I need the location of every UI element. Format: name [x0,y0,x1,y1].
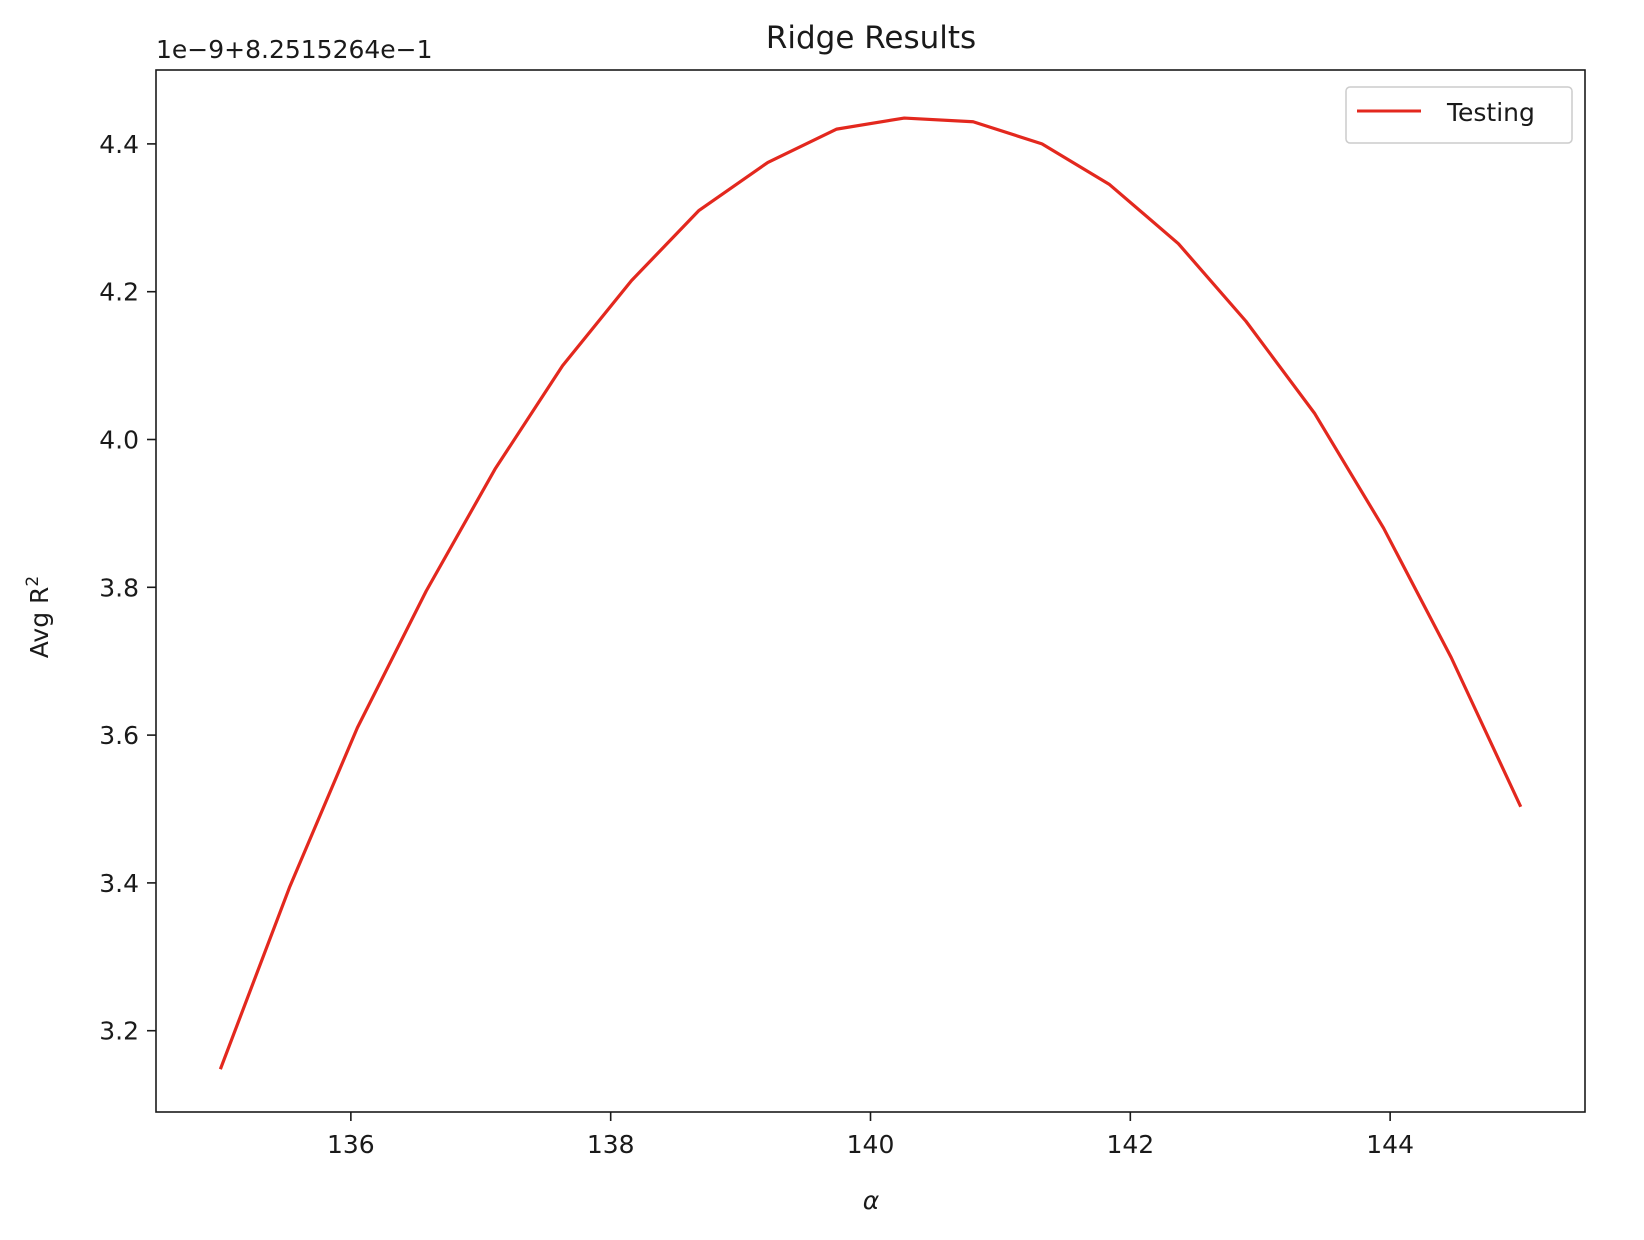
y-axis-offset-label: 1e−9+8.2515264e−1 [156,35,433,64]
y-axis-label-superscript: 2 [23,576,43,587]
legend-label: Testing [1446,98,1535,127]
y-axis-label-text: Avg R [25,587,54,659]
x-tick-label: 136 [327,1130,375,1159]
x-axis-label: α [863,1186,880,1215]
legend-frame [1345,86,1573,144]
y-tick-label: 3.6 [99,721,139,750]
y-tick-label: 4.0 [99,426,139,455]
x-tick-label: 144 [1366,1130,1414,1159]
x-tick-label: 142 [1106,1130,1154,1159]
y-tick-label: 4.4 [99,130,139,159]
y-tick-label: 3.4 [99,869,139,898]
y-tick-label: 3.8 [99,573,139,602]
y-tick-label: 3.2 [99,1017,139,1046]
x-tick-label: 138 [587,1130,635,1159]
chart-title: Ridge Results [766,20,976,56]
x-tick-label: 140 [847,1130,895,1159]
y-axis-label: Avg R2 [23,576,54,658]
series-line-testing [218,116,1523,1070]
y-tick-label: 4.2 [99,278,139,307]
legend: Testing [1345,86,1573,144]
plot-area: 136 138 140 142 144 3.2 3.4 3.6 3.8 4.0 4.2 4.4 [99,69,1586,1159]
axes-frame [155,69,1586,1113]
